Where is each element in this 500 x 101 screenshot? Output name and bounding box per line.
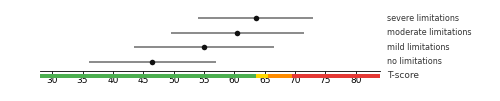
Text: moderate limitations: moderate limitations [387, 28, 471, 37]
Text: severe limitations: severe limitations [387, 14, 459, 23]
Text: no limitations: no limitations [387, 57, 442, 66]
Bar [256, 74, 268, 78]
Bar [292, 74, 380, 78]
Bar [268, 74, 292, 78]
Text: mild limitations: mild limitations [387, 43, 450, 52]
Text: T-score: T-score [387, 71, 419, 80]
Bar [40, 74, 256, 78]
